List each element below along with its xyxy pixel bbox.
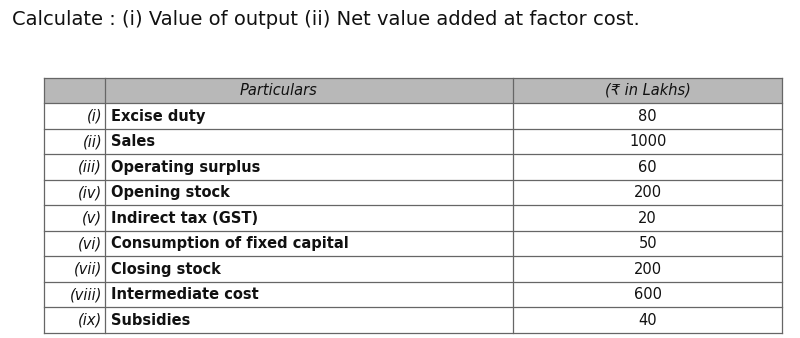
Text: (v): (v) xyxy=(82,211,102,225)
Text: Opening stock: Opening stock xyxy=(111,185,230,200)
Text: Sales: Sales xyxy=(111,134,155,149)
Text: Operating surplus: Operating surplus xyxy=(111,160,260,174)
Text: Particulars: Particulars xyxy=(239,83,318,98)
Text: Subsidies: Subsidies xyxy=(111,313,190,328)
Text: 200: 200 xyxy=(634,262,662,276)
Text: 200: 200 xyxy=(634,185,662,200)
Text: (ix): (ix) xyxy=(78,313,102,328)
Text: (viii): (viii) xyxy=(70,287,102,302)
Text: 80: 80 xyxy=(638,108,657,123)
Text: (iv): (iv) xyxy=(78,185,102,200)
Text: (vi): (vi) xyxy=(78,236,102,251)
Text: Indirect tax (GST): Indirect tax (GST) xyxy=(111,211,258,225)
Text: Excise duty: Excise duty xyxy=(111,108,206,123)
Text: (vii): (vii) xyxy=(74,262,102,276)
Text: (ii): (ii) xyxy=(82,134,102,149)
Text: Calculate : (i) Value of output (ii) Net value added at factor cost.: Calculate : (i) Value of output (ii) Net… xyxy=(12,10,640,29)
Text: Closing stock: Closing stock xyxy=(111,262,221,276)
Text: 50: 50 xyxy=(638,236,657,251)
Text: 600: 600 xyxy=(634,287,662,302)
Text: 40: 40 xyxy=(638,313,657,328)
Text: (iii): (iii) xyxy=(78,160,102,174)
Text: 60: 60 xyxy=(638,160,657,174)
Text: Consumption of fixed capital: Consumption of fixed capital xyxy=(111,236,349,251)
Text: (i): (i) xyxy=(86,108,102,123)
Text: 1000: 1000 xyxy=(629,134,666,149)
Text: (₹ in Lakhs): (₹ in Lakhs) xyxy=(605,83,690,98)
Text: 20: 20 xyxy=(638,211,657,225)
Text: Intermediate cost: Intermediate cost xyxy=(111,287,258,302)
